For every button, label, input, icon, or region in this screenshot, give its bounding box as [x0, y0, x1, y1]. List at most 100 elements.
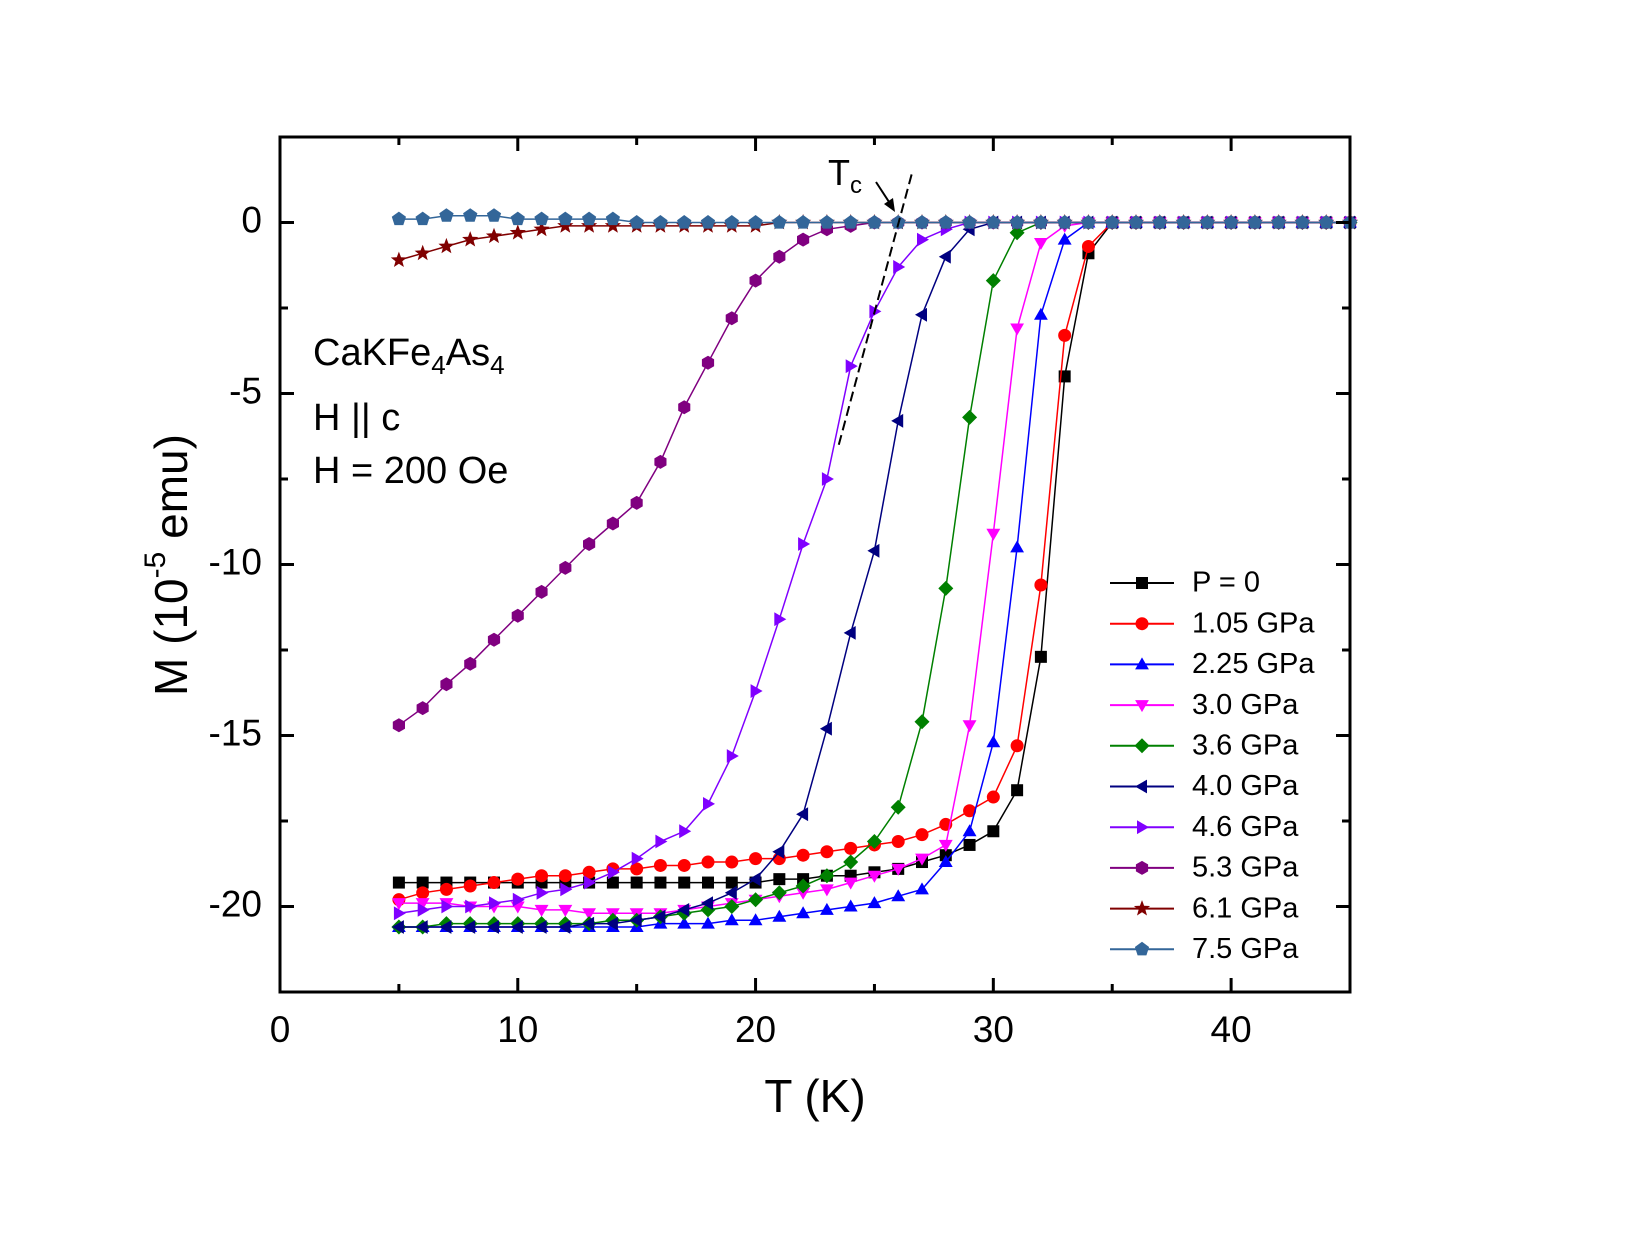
marker	[511, 608, 524, 623]
marker	[605, 916, 618, 931]
x-tick-label: 30	[973, 1009, 1014, 1050]
marker	[915, 853, 929, 866]
marker	[963, 838, 976, 851]
marker	[701, 896, 713, 910]
marker	[533, 220, 550, 237]
marker	[938, 855, 953, 867]
marker	[510, 920, 523, 934]
marker	[915, 882, 929, 895]
marker	[582, 908, 596, 921]
marker	[986, 528, 1001, 541]
marker	[795, 878, 811, 894]
marker	[485, 227, 503, 244]
marker	[558, 920, 571, 934]
marker	[962, 720, 977, 733]
marker	[702, 876, 714, 889]
marker	[438, 237, 455, 254]
marker	[890, 799, 906, 815]
legend-marker	[1134, 941, 1150, 956]
y-axis-label-part: M (10	[145, 578, 197, 696]
marker	[891, 863, 906, 876]
y-tick-label: -15	[209, 712, 262, 753]
marker	[1057, 215, 1072, 229]
marker	[700, 215, 716, 229]
marker	[985, 273, 1001, 289]
marker	[678, 400, 691, 415]
marker	[725, 855, 739, 869]
marker	[796, 807, 809, 822]
marker	[774, 612, 787, 627]
marker	[535, 869, 549, 883]
marker	[819, 721, 832, 736]
tc-label-sub: c	[850, 172, 862, 199]
marker	[1152, 215, 1167, 229]
marker	[606, 516, 619, 531]
marker	[843, 854, 859, 870]
marker	[1010, 323, 1024, 336]
marker	[606, 876, 619, 889]
marker	[582, 865, 596, 879]
y-tick-label: -10	[209, 541, 262, 582]
marker	[843, 899, 858, 912]
marker	[629, 913, 642, 928]
marker	[535, 584, 548, 599]
marker	[1010, 215, 1025, 229]
marker	[914, 714, 930, 730]
marker	[630, 862, 644, 876]
legend-label: 2.25 GPa	[1192, 648, 1315, 680]
x-tick-label: 40	[1211, 1009, 1252, 1050]
marker	[679, 824, 692, 839]
marker	[1033, 215, 1048, 229]
legend-label: 5.3 GPa	[1192, 852, 1299, 884]
y-tick-label: 0	[241, 199, 262, 240]
marker	[607, 865, 620, 880]
marker	[819, 215, 834, 229]
marker	[1105, 215, 1120, 229]
legend-marker	[1135, 700, 1149, 713]
y-tick-label: -20	[209, 883, 262, 924]
marker	[441, 899, 454, 914]
marker	[845, 359, 858, 374]
legend-label: 4.0 GPa	[1192, 770, 1299, 802]
marker	[1081, 215, 1096, 229]
marker	[416, 701, 429, 716]
marker	[726, 749, 739, 763]
marker	[820, 884, 834, 897]
annotation-field-dir: H || c	[313, 397, 400, 439]
marker	[509, 224, 526, 240]
marker	[605, 211, 620, 226]
legend-marker	[1133, 900, 1151, 916]
marker	[534, 211, 549, 226]
marker	[415, 920, 428, 934]
marker	[891, 413, 904, 428]
marker	[582, 916, 595, 931]
marker	[748, 913, 763, 926]
tc-label-part: T	[828, 152, 850, 193]
x-axis-label: T (K)	[764, 1070, 865, 1122]
marker	[843, 877, 858, 890]
marker	[1081, 239, 1095, 253]
marker	[724, 885, 737, 900]
marker	[417, 903, 430, 917]
marker	[1057, 232, 1072, 245]
marker	[701, 355, 715, 370]
tc-label: Tc	[828, 152, 862, 200]
marker	[820, 902, 834, 915]
marker	[867, 543, 880, 558]
marker	[724, 913, 739, 926]
marker	[867, 870, 882, 883]
marker	[391, 211, 406, 226]
x-tick-label: 10	[497, 1009, 538, 1050]
y-axis-label-part: emu)	[145, 434, 197, 552]
marker	[462, 231, 479, 247]
marker	[486, 208, 502, 222]
marker	[821, 472, 834, 486]
tc-guide-line	[837, 170, 914, 446]
marker	[797, 232, 810, 247]
marker	[464, 656, 477, 671]
marker	[1034, 238, 1048, 250]
marker	[725, 311, 738, 326]
marker	[512, 892, 525, 907]
marker	[819, 868, 835, 884]
legend-label: P = 0	[1192, 567, 1260, 599]
